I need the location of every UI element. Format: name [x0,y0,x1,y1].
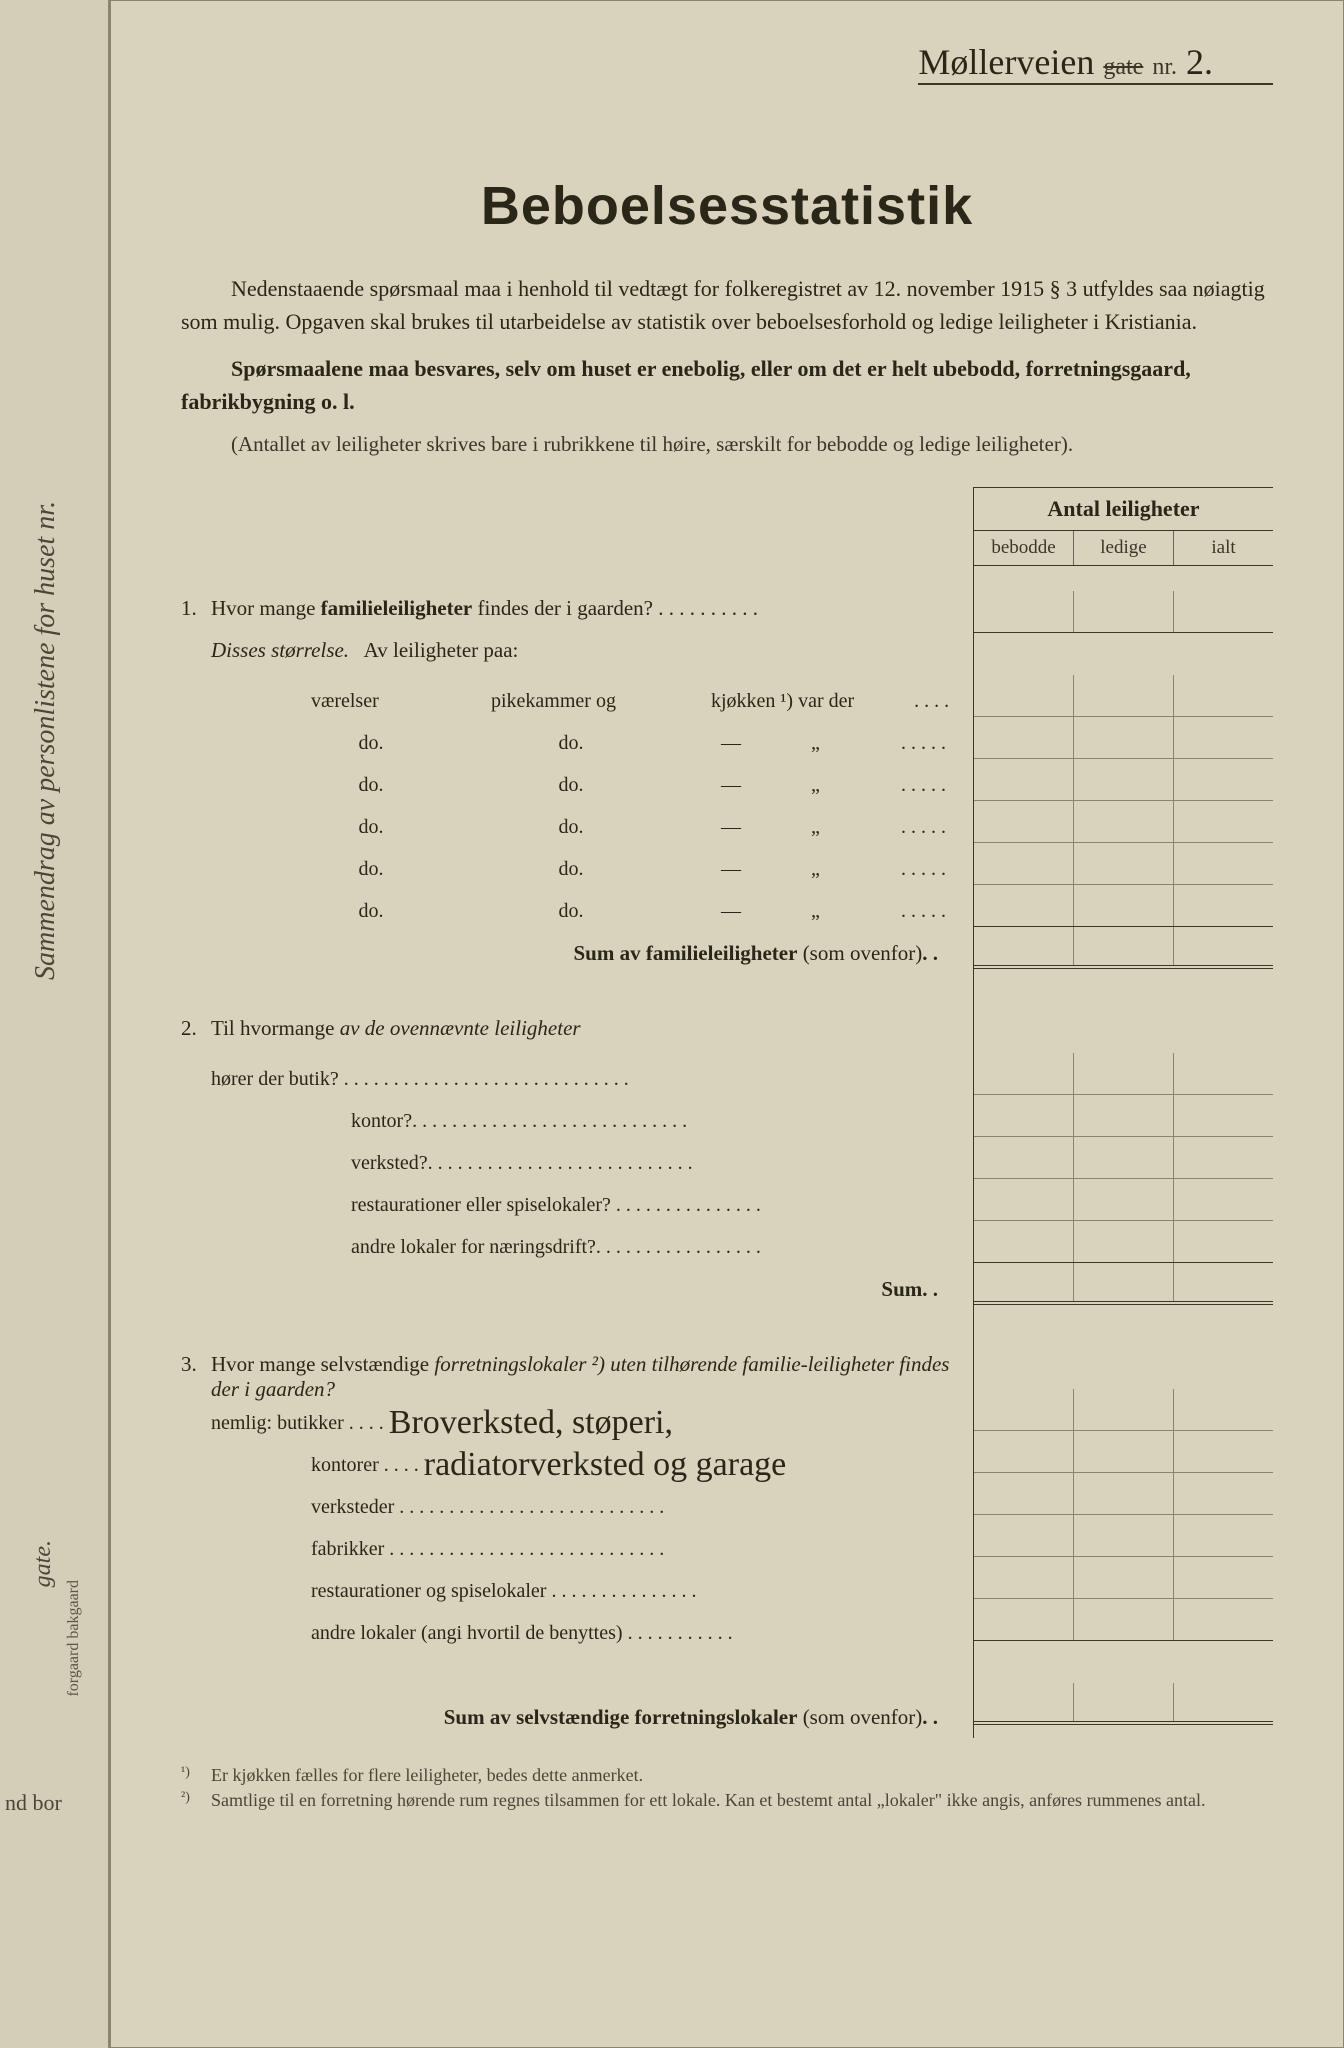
value-row [974,591,1273,633]
q3-row5: restaurationer og spiselokaler . . . . .… [181,1570,958,1612]
q2-row3: verksted?. . . . . . . . . . . . . . . .… [181,1142,958,1184]
q2-row2: kontor?. . . . . . . . . . . . . . . . .… [181,1100,958,1142]
page-wrapper: Sammendrag av personlistene for huset nr… [0,0,1344,2048]
handwritten-street: Møllerveien [918,42,1094,82]
q3-row6: andre lokaler (angi hvortil de benyttes)… [181,1612,958,1654]
footnotes: ¹) Er kjøkken fælles for flere leilighet… [181,1763,1273,1813]
q2-sum: Sum . . [181,1268,958,1310]
footnote2: ²) Samtlige til en forretning hørende ru… [181,1788,1273,1813]
value-row [974,1137,1273,1179]
q1-num: 1. [181,596,211,621]
q3-handwritten1: Broverksted, støperi, [389,1404,673,1442]
q1-do-row3: do. do. — „ . . . . . [181,806,958,848]
document-title: Beboelsesstatistik [181,175,1273,237]
q3-row4: fabrikker . . . . . . . . . . . . . . . … [181,1528,958,1570]
vertical-text-gate: gate. [30,1540,57,1587]
value-row [974,1095,1273,1137]
q1-do-row1: do. do. — „ . . . . . [181,722,958,764]
questions-column: 1. Hvor mange familieleiligheter findes … [181,487,973,1738]
q2-row1: hører der butik? . . . . . . . . . . . .… [181,1058,958,1100]
value-row-sum [974,1683,1273,1725]
value-row [974,1221,1273,1263]
value-row [974,1389,1273,1431]
q3-row1: nemlig: butikker . . . . Broverksted, st… [181,1402,958,1444]
values-subheader: bebodde ledige ialt [974,531,1273,566]
value-row [974,1599,1273,1641]
footnote1: ¹) Er kjøkken fælles for flere leilighet… [181,1763,1273,1788]
intro-para1: Nedenstaaende spørsmaal maa i henhold ti… [181,272,1273,338]
q1-do-row5: do. do. — „ . . . . . [181,890,958,932]
value-row [974,717,1273,759]
col-bebodde: bebodde [974,531,1074,565]
q1-main: 1. Hvor mange familieleiligheter findes … [181,596,958,638]
intro-para2: Spørsmaalene maa besvares, selv om huset… [181,352,1273,418]
intro-note: (Antallet av leiligheter skrives bare i … [181,432,1273,457]
q3-row2: kontorer . . . . radiatorverksted og gar… [181,1444,958,1486]
header-line: Møllerveien gate nr. 2. [918,41,1273,85]
q3-handwritten2: radiatorverksted og garage [424,1446,787,1484]
q3-num: 3. [181,1352,211,1377]
q2-num: 2. [181,1016,211,1041]
left-margin: Sammendrag av personlistene for huset nr… [0,0,110,2048]
vertical-text-small: forgaard bakgaard [65,1580,83,1697]
value-row-sum [974,927,1273,969]
value-row [974,1053,1273,1095]
q1-do-row4: do. do. — „ . . . . . [181,848,958,890]
col-ledige: ledige [1074,531,1174,565]
value-row [974,675,1273,717]
q3-main: 3. Hvor mange selvstændige forretningslo… [181,1352,958,1402]
col-ialt: ialt [1174,531,1273,565]
margin-note: nd bor [5,1790,62,1816]
value-row [974,1515,1273,1557]
q2-main: 2. Til hvormange av de ovennævnte leilig… [181,1016,958,1058]
intro-para2-bold: Spørsmaalene maa besvares, selv om huset… [181,356,1191,414]
q1-header-row: værelser pikekammer og kjøkken ¹) var de… [181,680,958,722]
vertical-text-main: Sammendrag av personlistene for huset nr… [30,80,62,980]
q3-row3: verksteder . . . . . . . . . . . . . . .… [181,1486,958,1528]
values-column: Antal leiligheter bebodde ledige ialt [973,487,1273,1738]
q1-size: Disses størrelse. Av leiligheter paa: [181,638,958,680]
value-row [974,1557,1273,1599]
q1-text: Hvor mange familieleiligheter findes der… [211,596,958,621]
q3-sum: Sum av selvstændige forretningslokaler (… [181,1696,958,1738]
q2-row4: restaurationer eller spiselokaler? . . .… [181,1184,958,1226]
handwritten-number: 2. [1186,42,1213,82]
value-row [974,801,1273,843]
value-row [974,759,1273,801]
printed-gate: gate [1103,54,1143,80]
main-table: 1. Hvor mange familieleiligheter findes … [181,487,1273,1738]
value-row [974,1473,1273,1515]
printed-nr: nr. [1152,54,1177,80]
value-row-sum [974,1263,1273,1305]
value-row [974,1431,1273,1473]
values-header: Antal leiligheter [974,487,1273,531]
value-row [974,1179,1273,1221]
q1-sum: Sum av familieleiligheter (som ovenfor) … [181,932,958,974]
q2-row5: andre lokaler for næringsdrift?. . . . .… [181,1226,958,1268]
value-row [974,843,1273,885]
value-row [974,885,1273,927]
q1-do-row2: do. do. — „ . . . . . [181,764,958,806]
main-page: Møllerveien gate nr. 2. Beboelsesstatist… [110,0,1344,2048]
